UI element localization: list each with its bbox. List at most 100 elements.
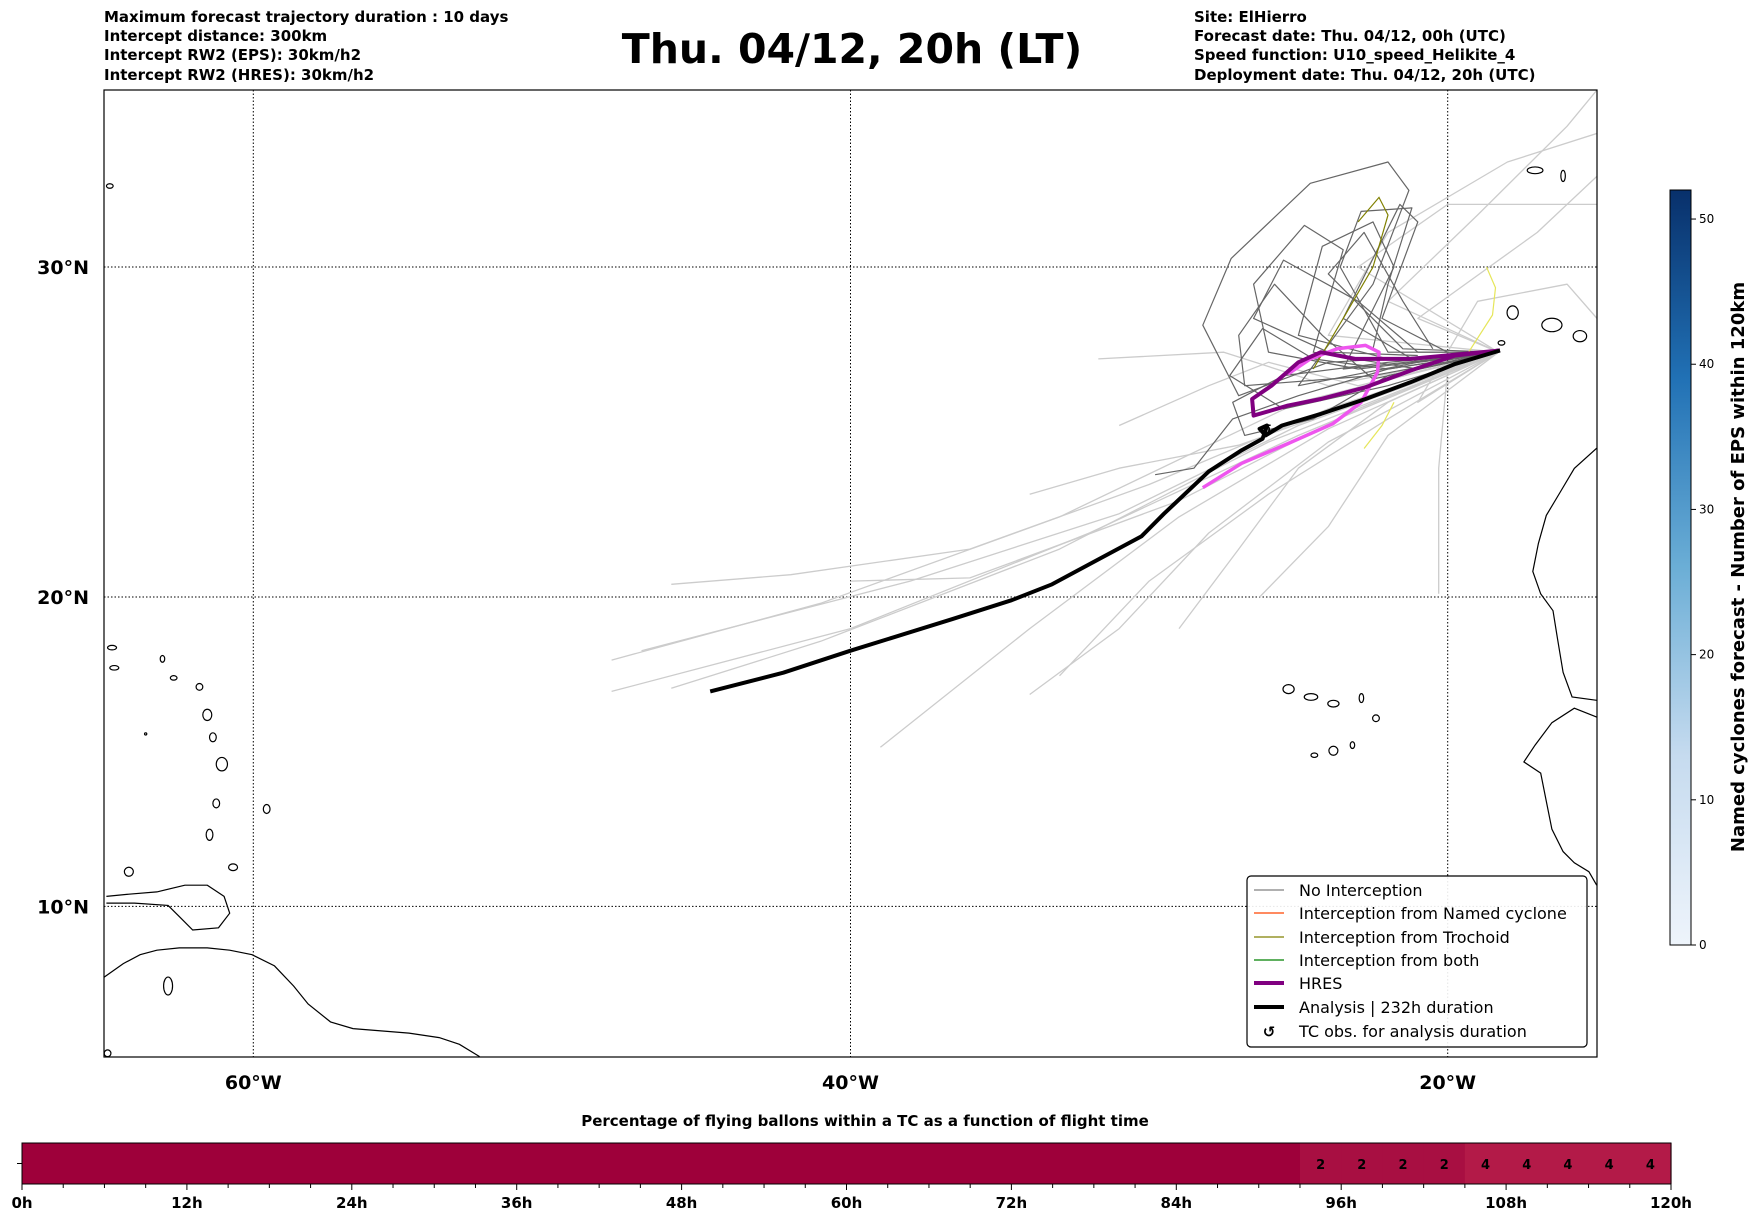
flight-time-cell [1588, 1143, 1631, 1184]
island [195, 682, 204, 691]
island [1310, 752, 1319, 759]
ensemble-track-light [1029, 351, 1499, 696]
island [169, 675, 178, 681]
lat-label: 10°N [37, 896, 89, 918]
flight-time-cell [393, 1143, 435, 1184]
flight-time-cell-label: 4 [1563, 1158, 1572, 1173]
flight-time-cell [1464, 1143, 1507, 1184]
ensemble-track-light [1178, 351, 1499, 629]
tc-obs-marker: ↺ [1259, 421, 1272, 439]
legend-label: Interception from Named cyclone [1299, 904, 1567, 923]
ensemble-track-light [671, 351, 1499, 689]
legend: No Interception Interception from Named … [1246, 875, 1588, 1048]
flight-time-tick-label: 120h [1650, 1194, 1692, 1212]
flight-time-cell-label: 4 [1646, 1158, 1655, 1173]
island [123, 866, 134, 877]
flight-time-tick-label: 108h [1485, 1194, 1527, 1212]
flight-time-cell [516, 1143, 559, 1184]
island [1541, 317, 1563, 333]
colorbar: Named cyclones forecast - Number of EPS … [1669, 189, 1748, 952]
flight-time-cell [1299, 1143, 1342, 1184]
flight-time-cell [846, 1143, 889, 1184]
colorbar-tick-label: 30 [1699, 502, 1714, 516]
ensemble-track-light [611, 351, 1499, 693]
flight-time-cell [63, 1143, 106, 1184]
ensemble-track-no-interception [1327, 231, 1499, 353]
island [1358, 692, 1365, 704]
flight-time-tick-label: 72h [996, 1194, 1028, 1212]
island [143, 732, 148, 736]
header-right-info: Site: ElHierro Forecast date: Thu. 04/12… [1194, 8, 1535, 84]
legend-box [1246, 875, 1588, 1048]
flight-time-cell [764, 1143, 806, 1184]
header-left-line: Intercept distance: 300km [104, 27, 327, 45]
header-left-line: Intercept RW2 (EPS): 30km/h2 [104, 46, 361, 64]
legend-label: HRES [1299, 974, 1342, 993]
flight-time-cell [310, 1143, 353, 1184]
flight-time-cell [1382, 1143, 1425, 1184]
flight-time-cell [928, 1143, 971, 1184]
flight-time-tick-label: 96h [1325, 1194, 1357, 1212]
flight-time-cell [640, 1143, 683, 1184]
ensemble-track-light [1417, 175, 1597, 353]
island [215, 756, 229, 772]
island [208, 732, 217, 743]
ensemble-track-trochoid-light [1363, 402, 1395, 449]
flight-time-cell [557, 1143, 600, 1184]
header-left-line: Maximum forecast trajectory duration : 1… [104, 8, 508, 26]
flight-time-cell-label: 2 [1440, 1158, 1449, 1173]
ensemble-track-no-interception [1229, 327, 1499, 410]
colorbar-label: Named cyclones forecast - Number of EPS … [1728, 282, 1748, 852]
island [205, 828, 214, 841]
legend-label: Interception from Trochoid [1299, 928, 1510, 947]
island [1372, 714, 1380, 723]
ensemble-track-light [1059, 351, 1499, 677]
legend-label: Analysis | 232h duration [1299, 998, 1494, 1017]
map-gridlines [104, 90, 1597, 1057]
flight-time-tick-label: 12h [171, 1194, 203, 1212]
island [162, 976, 174, 996]
flight-time-cell [1547, 1143, 1590, 1184]
flight-time-cell [1629, 1143, 1672, 1184]
flight-time-cell [475, 1143, 518, 1184]
ensemble-track-light [1387, 90, 1597, 353]
flight-time-cell [1423, 1143, 1466, 1184]
flight-time-cell [228, 1143, 270, 1184]
flight-time-cell [22, 1143, 64, 1184]
lon-label: 40°W [822, 1072, 879, 1094]
legend-label: Interception from both [1299, 951, 1479, 970]
island [1327, 699, 1340, 708]
flight-time-cell [1135, 1143, 1177, 1184]
flight-time-cell [1052, 1143, 1095, 1184]
flight-time-cell-label: 4 [1605, 1158, 1614, 1173]
page-title: Thu. 04/12, 20h (LT) [622, 25, 1082, 73]
flight-time-cell [269, 1143, 312, 1184]
lon-label: 20°W [1419, 1072, 1476, 1094]
island [1560, 169, 1566, 183]
colorbar-tick-label: 10 [1699, 793, 1714, 807]
flight-time-cell [1176, 1143, 1219, 1184]
hres-track [1250, 348, 1501, 418]
island [1328, 745, 1339, 756]
flight-time-cell [1341, 1143, 1384, 1184]
flight-time-cell-label: 4 [1481, 1158, 1490, 1173]
ensemble-track-no-interception [1342, 203, 1499, 363]
island [1303, 692, 1319, 701]
map-frame [103, 89, 1598, 1058]
coastlines [104, 166, 1597, 1057]
island [159, 654, 166, 663]
flight-time-cell [887, 1143, 930, 1184]
island [212, 798, 221, 809]
flight-time-cell [1093, 1143, 1136, 1184]
flight-time-cell [599, 1143, 641, 1184]
legend-label: No Interception [1299, 881, 1423, 900]
ensemble-track-light [879, 351, 1499, 748]
island [1497, 340, 1506, 346]
flight-time-cell [434, 1143, 477, 1184]
colorbar-tick-label: 20 [1699, 648, 1714, 662]
legend-label: TC obs. for analysis duration [1298, 1022, 1527, 1041]
island [1526, 166, 1544, 175]
flight-time-cell [970, 1143, 1012, 1184]
lon-label: 60°W [225, 1072, 282, 1094]
